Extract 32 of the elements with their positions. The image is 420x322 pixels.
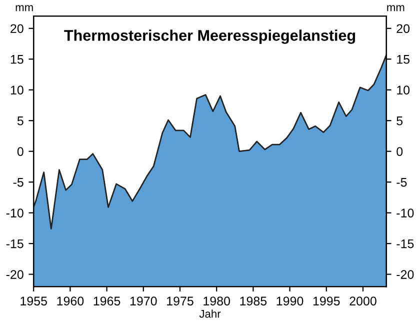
y-tick-label: -5 bbox=[13, 178, 24, 187]
x-tick-label: 1980 bbox=[204, 296, 230, 306]
y-tick-label: 10 bbox=[10, 86, 24, 95]
y2-tick-label: -20 bbox=[396, 270, 414, 279]
x-tick-label: 1985 bbox=[240, 296, 267, 306]
text: Thermosterischer Meeresspiegelanstieg bbox=[64, 30, 356, 44]
y-tick-label: -10 bbox=[6, 208, 24, 218]
y2-tick-label: 0 bbox=[396, 147, 403, 156]
x-tick-label: 1995 bbox=[313, 296, 340, 306]
x-tick-label: 1960 bbox=[57, 296, 84, 306]
y2-tick-label: -10 bbox=[396, 208, 414, 218]
y2-axis-title: mm bbox=[387, 5, 404, 12]
y2-tick-label: -15 bbox=[396, 239, 414, 248]
y-tick-label: 0 bbox=[17, 147, 24, 156]
x-tick-label: 1955 bbox=[20, 296, 47, 306]
x-tick-label: 1965 bbox=[94, 296, 120, 306]
y2-tick-label: -5 bbox=[396, 178, 407, 187]
y-tick-label: 5 bbox=[17, 116, 24, 126]
y-tick-label: 20 bbox=[10, 24, 24, 34]
x-axis-title: Jahr bbox=[199, 310, 221, 318]
y2-tick-label: 15 bbox=[397, 55, 410, 64]
y-tick-label: -20 bbox=[6, 270, 24, 279]
y-axis-title: mm bbox=[16, 5, 33, 12]
y-tick-label: -15 bbox=[6, 239, 24, 248]
y2-tick-label: 5 bbox=[396, 116, 403, 126]
y2-tick-label: 20 bbox=[396, 24, 410, 34]
y-tick-label: 15 bbox=[10, 55, 24, 64]
x-tick-label: 2000 bbox=[350, 296, 376, 306]
x-tick-label: 1975 bbox=[167, 296, 194, 306]
x-tick-label: 1990 bbox=[276, 296, 304, 306]
y2-tick-label: 10 bbox=[397, 86, 410, 95]
x-tick-label: 1970 bbox=[130, 296, 157, 306]
